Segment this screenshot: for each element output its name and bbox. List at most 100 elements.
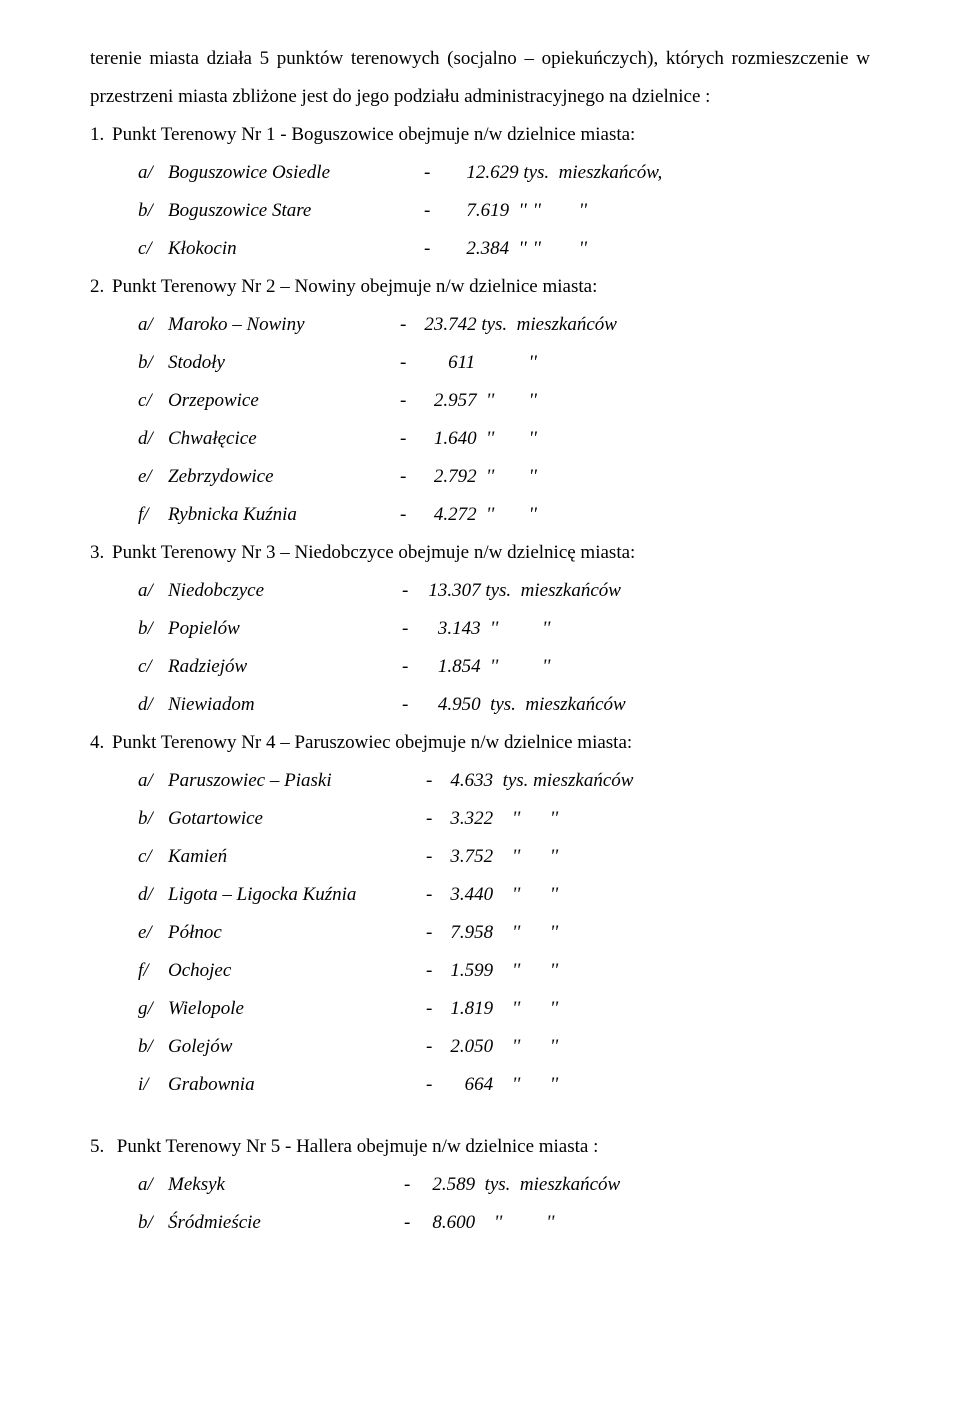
sub-letter: c/ (138, 382, 168, 420)
sub-name: Grabownia (168, 1066, 408, 1104)
sub-dash: - (408, 952, 450, 990)
sub-dash: - (408, 876, 450, 914)
sub-name: Niedobczyce (168, 572, 382, 610)
sub-name: Rybnicka Kuźnia (168, 496, 382, 534)
sub-name: Radziejów (168, 648, 382, 686)
sub-name: Golejów (168, 1028, 408, 1066)
sub-letter: a/ (138, 154, 168, 192)
point-5-sublist: a/Meksyk-2.589 tys. mieszkańcówb/Śródmie… (138, 1166, 870, 1242)
sub-value: 2.957 '' (424, 382, 494, 420)
sub-value: 1.819 '' (450, 990, 520, 1028)
sub-dash: - (408, 914, 450, 952)
sub-item: a/Meksyk-2.589 tys. mieszkańców (138, 1166, 870, 1204)
sub-value: 3.440 '' (450, 876, 520, 914)
sub-value: 4.633 tys. mieszkańców (450, 762, 633, 800)
sub-unit: '' (520, 1028, 558, 1066)
sub-name: Meksyk (168, 1166, 382, 1204)
sub-value: 3.322 '' (450, 800, 520, 838)
sub-item: e/Północ-7.958 '' '' (138, 914, 870, 952)
sub-value: 3.752 '' (450, 838, 520, 876)
sub-value: 611 (424, 344, 475, 382)
sub-item: d/Ligota – Ligocka Kuźnia-3.440 '' '' (138, 876, 870, 914)
sub-dash: - (388, 230, 466, 268)
sub-dash: - (408, 838, 450, 876)
sub-item: e/Zebrzydowice- 2.792 '' '' (138, 458, 870, 496)
sub-value: 7.619 '' (466, 192, 526, 230)
sub-item: d/Chwałęcice- 1.640 '' '' (138, 420, 870, 458)
point-number: 1. (90, 116, 112, 154)
sub-item: b/Boguszowice Stare-7.619 '''' '' (138, 192, 870, 230)
sub-value: 1.854 '' (428, 648, 498, 686)
sub-dash: - (408, 800, 450, 838)
sub-unit: '' (475, 344, 537, 382)
sub-unit: '' (494, 458, 537, 496)
sub-letter: f/ (138, 952, 168, 990)
sub-name: Wielopole (168, 990, 408, 1028)
sub-item: b/Stodoły- 611 '' (138, 344, 870, 382)
sub-letter: a/ (138, 1166, 168, 1204)
point-title-line: 3.Punkt Terenowy Nr 3 – Niedobczyce obej… (90, 534, 870, 572)
sub-letter: b/ (138, 610, 168, 648)
sub-value: 8.600 '' (432, 1204, 502, 1242)
sub-letter: e/ (138, 458, 168, 496)
sub-unit: '' (498, 648, 550, 686)
sub-value: 7.958 '' (450, 914, 520, 952)
sub-value: 12.629 tys. mieszkańców, (466, 154, 662, 192)
sub-item: a/Niedobczyce-13.307 tys. mieszkańców (138, 572, 870, 610)
sub-letter: a/ (138, 306, 168, 344)
sub-value: 23.742 tys. mieszkańców (424, 306, 617, 344)
sub-item: a/Boguszowice Osiedle-12.629 tys. mieszk… (138, 154, 870, 192)
sub-item: c/Orzepowice- 2.957 '' '' (138, 382, 870, 420)
sub-dash: - (382, 648, 428, 686)
sub-value: 1.640 '' (424, 420, 494, 458)
sub-unit: '' (520, 838, 558, 876)
sub-item: b/Śródmieście-8.600 '' '' (138, 1204, 870, 1242)
sub-letter: b/ (138, 1028, 168, 1066)
sub-value: 13.307 tys. mieszkańców (428, 572, 621, 610)
sub-item: b/Popielów- 3.143 '' '' (138, 610, 870, 648)
sub-letter: b/ (138, 800, 168, 838)
sub-name: Śródmieście (168, 1204, 382, 1242)
sub-letter: f/ (138, 496, 168, 534)
intro-paragraph: terenie miasta działa 5 punktów terenowy… (90, 40, 870, 116)
point-title: Punkt Terenowy Nr 4 – Paruszowiec obejmu… (112, 732, 632, 753)
sub-name: Orzepowice (168, 382, 382, 420)
final-point: 5. Punkt Terenowy Nr 5 - Hallera obejmuj… (90, 1128, 870, 1242)
points-list: 1.Punkt Terenowy Nr 1 - Boguszowice obej… (90, 116, 870, 1104)
sub-value: 2.792 '' (424, 458, 494, 496)
point-title: Punkt Terenowy Nr 2 – Nowiny obejmuje n/… (112, 276, 597, 297)
point-sublist: a/Maroko – Nowiny-23.742 tys. mieszkańcó… (138, 306, 870, 534)
sub-dash: - (382, 458, 424, 496)
sub-dash: - (382, 344, 424, 382)
sub-dash: - (382, 686, 428, 724)
sub-unit: '' (520, 990, 558, 1028)
sub-letter: b/ (138, 344, 168, 382)
sub-name: Paruszowiec – Piaski (168, 762, 408, 800)
sub-dash: - (382, 1204, 432, 1242)
sub-letter: e/ (138, 914, 168, 952)
sub-unit: '' (494, 382, 537, 420)
point-title-line: 1.Punkt Terenowy Nr 1 - Boguszowice obej… (90, 116, 870, 154)
sub-unit: '' (520, 914, 558, 952)
point-title: Punkt Terenowy Nr 5 - Hallera obejmuje n… (117, 1136, 599, 1157)
sub-letter: i/ (138, 1066, 168, 1104)
sub-unit: '' (520, 876, 558, 914)
sub-unit: '' '' (527, 192, 587, 230)
sub-name: Zebrzydowice (168, 458, 382, 496)
sub-letter: g/ (138, 990, 168, 1028)
sub-letter: b/ (138, 1204, 168, 1242)
sub-dash: - (382, 306, 424, 344)
sub-name: Ligota – Ligocka Kuźnia (168, 876, 408, 914)
sub-item: f/Rybnicka Kuźnia- 4.272 '' '' (138, 496, 870, 534)
sub-name: Popielów (168, 610, 382, 648)
sub-letter: d/ (138, 420, 168, 458)
sub-name: Stodoły (168, 344, 382, 382)
sub-item: c/Radziejów- 1.854 '' '' (138, 648, 870, 686)
point-title: Punkt Terenowy Nr 3 – Niedobczyce obejmu… (112, 542, 635, 563)
sub-item: g/Wielopole-1.819 '' '' (138, 990, 870, 1028)
sub-dash: - (382, 1166, 432, 1204)
sub-dash: - (382, 420, 424, 458)
sub-name: Ochojec (168, 952, 408, 990)
sub-unit: '' (520, 800, 558, 838)
sub-item: i/Grabownia- 664 '' '' (138, 1066, 870, 1104)
